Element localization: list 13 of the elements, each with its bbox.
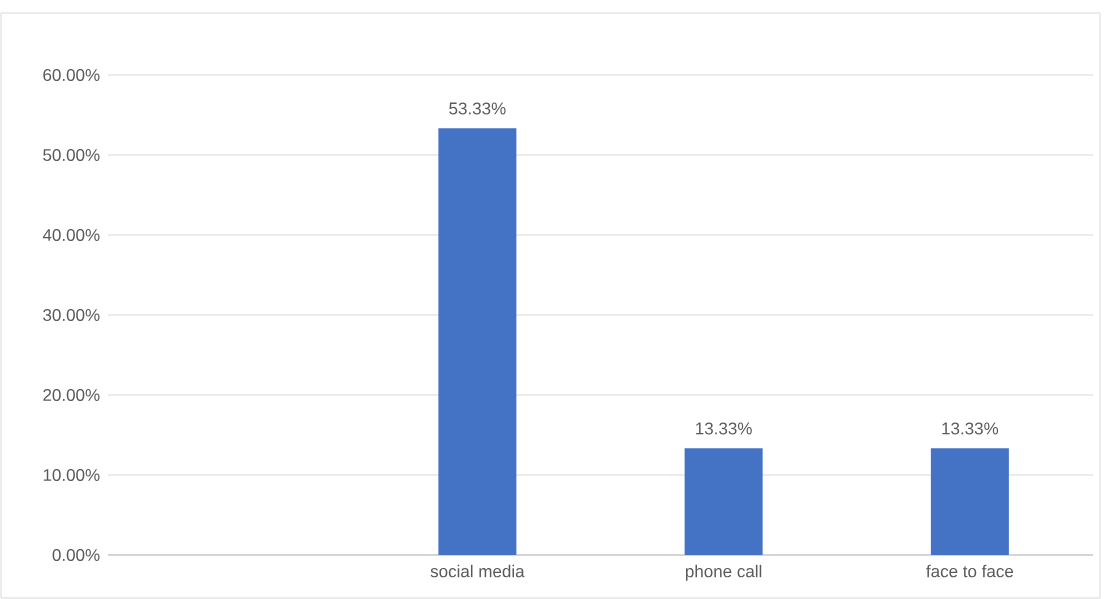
y-tick-label: 0.00% (52, 548, 100, 562)
data-label: 13.33% (696, 422, 752, 435)
y-tick-label: 10.00% (43, 468, 100, 482)
y-tick-label: 30.00% (43, 308, 100, 322)
y-tick-label: 60.00% (43, 68, 100, 82)
data-label: 13.33% (942, 422, 999, 435)
x-tick-label: face to face (926, 564, 1014, 578)
data-label: 53.33% (449, 102, 506, 115)
y-tick-label: 20.00% (43, 388, 100, 402)
x-tick-label: phone call (685, 564, 762, 581)
y-tick-label: 50.00% (43, 148, 100, 162)
x-tick-label: social media (430, 564, 525, 578)
y-tick-label: 40.00% (42, 228, 100, 242)
